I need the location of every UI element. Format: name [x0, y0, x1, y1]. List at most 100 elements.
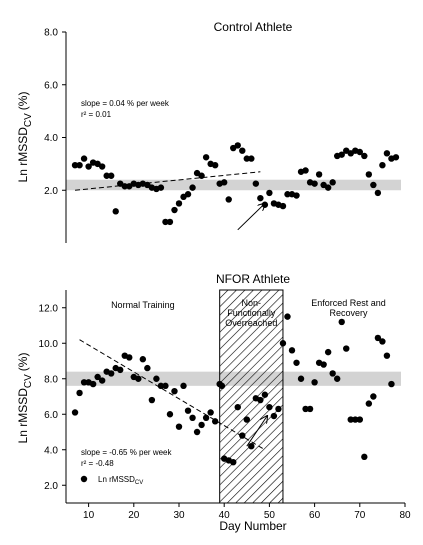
x-axis-label: Day Number — [219, 519, 286, 533]
x-tick-label: 50 — [264, 510, 276, 521]
region-label-line: Overreached — [225, 318, 277, 328]
nfor-y-tick-label: 2.0 — [44, 481, 58, 492]
nfor-ylabel-sub: CV — [23, 374, 34, 388]
nfor-data-point — [184, 407, 192, 414]
control-data-points — [71, 142, 400, 226]
nfor-data-point — [370, 393, 377, 400]
control-y-tick-label: 4.0 — [44, 133, 58, 144]
nfor-x-ticks: 10 20 30 40 50 60 70 80 — [83, 503, 411, 521]
nfor-data-point — [189, 414, 196, 421]
nfor-y-tick-label: 12.0 — [39, 303, 59, 314]
nfor-data-point — [148, 396, 156, 404]
x-tick-label: 30 — [173, 510, 185, 521]
legend-label: Ln rMSSDCV — [98, 475, 143, 486]
nfor-data-point — [270, 412, 278, 420]
nfor-panel: NFOR Athlete 2.0 4.0 6.0 8.0 10.0 12.0 10 20 30… — [16, 272, 411, 533]
nfor-data-point — [275, 405, 282, 413]
nfor-data-point — [135, 375, 142, 382]
nfor-y-ticks: 2.0 4.0 6.0 8.0 10.0 12.0 — [39, 303, 66, 492]
control-data-point — [184, 191, 192, 198]
control-data-point — [202, 154, 210, 161]
control-data-point — [329, 179, 336, 186]
svg-text:Ln rMSSDCV(%): Ln rMSSDCV (%) — [16, 92, 34, 183]
nfor-data-point — [257, 396, 264, 404]
nfor-data-point — [383, 352, 391, 359]
nfor-slope-annotation: slope = -0.65 % per week — [81, 448, 172, 457]
nfor-y-tick-label: 10.0 — [39, 339, 59, 350]
control-data-point — [293, 192, 300, 199]
x-tick-label: 70 — [354, 510, 366, 521]
control-y-tick-label: 2.0 — [44, 186, 58, 197]
nfor-data-point — [324, 348, 332, 356]
control-data-point — [239, 147, 246, 154]
control-data-point — [103, 172, 110, 179]
nfor-data-point — [126, 354, 133, 361]
control-data-point — [80, 155, 88, 162]
control-data-point — [374, 189, 382, 197]
nfor-data-point — [139, 356, 147, 363]
nfor-data-point — [334, 375, 341, 382]
control-data-point — [302, 167, 309, 174]
nfor-data-point — [144, 364, 151, 372]
nfor-arrow — [246, 416, 267, 447]
nfor-chart-title: NFOR Athlete — [216, 272, 290, 286]
nfor-data-point — [302, 405, 309, 413]
control-data-point — [279, 202, 287, 210]
nfor-data-point — [198, 421, 205, 429]
svg-text:Ln rMSSDCV(%): Ln rMSSDCV (%) — [16, 353, 34, 444]
region-label-line: Recovery — [329, 308, 368, 318]
nfor-data-point — [117, 366, 124, 374]
nfor-data-point — [153, 375, 160, 382]
nfor-data-point — [338, 318, 345, 326]
control-data-point — [252, 180, 260, 187]
control-data-point — [261, 201, 269, 208]
x-tick-label: 10 — [83, 510, 95, 521]
control-data-point — [157, 184, 165, 191]
control-data-point — [189, 184, 196, 191]
legend-label-main: Ln rMSSD — [98, 475, 135, 484]
control-data-point — [71, 161, 79, 169]
x-tick-label: 60 — [309, 510, 321, 521]
control-data-point — [257, 194, 264, 202]
control-data-point — [315, 171, 323, 178]
nfor-data-point — [347, 416, 354, 423]
control-data-point — [311, 180, 318, 187]
control-data-point — [266, 189, 273, 197]
nfor-data-point — [175, 423, 183, 430]
nfor-data-point — [388, 380, 395, 388]
nfor-data-point — [352, 416, 359, 423]
nfor-data-point — [374, 334, 382, 342]
nfor-data-point — [89, 380, 97, 388]
nfor-data-point — [306, 405, 314, 413]
control-data-point — [392, 154, 400, 161]
nfor-data-point — [293, 359, 300, 366]
nfor-data-point — [230, 458, 237, 466]
control-data-point — [324, 184, 332, 191]
control-data-point — [85, 163, 92, 170]
control-data-point — [248, 155, 255, 162]
nfor-data-point — [343, 345, 350, 352]
nfor-trend-line — [79, 339, 266, 451]
nfor-data-point — [356, 416, 363, 423]
nfor-data-point — [162, 382, 169, 390]
x-tick-label: 20 — [128, 510, 140, 521]
control-data-point — [284, 191, 291, 198]
nfor-data-point — [329, 370, 336, 377]
control-data-point — [225, 196, 232, 203]
control-arrow — [237, 203, 265, 231]
legend-label-sub: CV — [135, 480, 143, 486]
nfor-data-point — [193, 428, 201, 436]
nfor-y-tick-label: 8.0 — [44, 374, 58, 385]
nfor-data-point — [171, 387, 178, 395]
nfor-data-point — [239, 432, 246, 439]
control-ylabel-unit: (%) — [16, 92, 30, 111]
control-y-ticks: 2.0 4.0 6.0 8.0 — [44, 28, 66, 197]
nfor-data-point — [320, 361, 327, 368]
nfor-r2-annotation: r² = -0.48 — [81, 459, 114, 468]
control-trend-line — [74, 171, 261, 191]
control-data-point — [175, 200, 183, 207]
control-slope-annotation: slope = 0.04 % per week — [81, 99, 170, 108]
nfor-y-tick-label: 6.0 — [44, 410, 58, 421]
control-data-point — [162, 218, 169, 226]
